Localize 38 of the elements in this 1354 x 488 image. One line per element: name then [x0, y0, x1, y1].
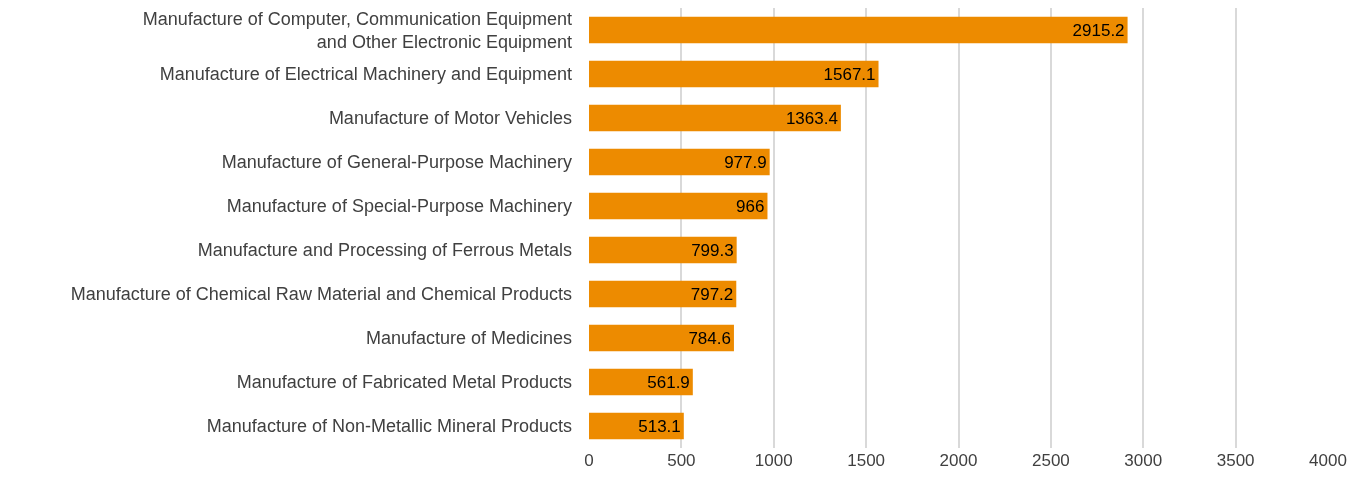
x-tick-label: 3000: [1124, 451, 1163, 470]
x-tick-label: 3500: [1216, 451, 1255, 470]
y-tick-label: Manufacture of Non-Metallic Mineral Products: [206, 416, 572, 437]
data-label: 513.1: [638, 416, 681, 436]
bar: [589, 148, 770, 176]
y-tick-label: Manufacture of Motor Vehicles: [328, 108, 572, 129]
y-tick-label: Manufacture and Processing of Ferrous Metals: [197, 240, 572, 261]
x-tick-label: 500: [667, 451, 696, 470]
data-label: 799.3: [691, 240, 734, 260]
data-label: 1363.4: [785, 108, 838, 128]
x-tick-label: 4000: [1309, 451, 1347, 470]
x-tick-label: 1000: [754, 451, 793, 470]
data-label: 2915.2: [1072, 20, 1125, 40]
y-tick-label: Manufacture of Chemical Raw Material and Chemical Products: [70, 284, 572, 305]
bar: [589, 16, 1128, 44]
data-label: 966: [736, 196, 765, 216]
y-tick-label: Manufacture of Electrical Machinery and Equipment: [159, 64, 572, 85]
data-label: 977.9: [724, 152, 767, 172]
y-tick-label: Manufacture of Special-Purpose Machinery: [226, 196, 572, 217]
data-label: 1567.1: [823, 64, 876, 84]
bar: [589, 412, 684, 440]
y-tick-label: Manufacture of Fabricated Metal Products: [236, 372, 572, 393]
y-tick-label: Manufacture of Medicines: [365, 328, 572, 349]
x-tick-label: 0: [584, 451, 594, 470]
bar: [589, 280, 737, 308]
x-tick-label: 2000: [939, 451, 978, 470]
bar: [589, 324, 734, 352]
data-label: 784.6: [688, 328, 731, 348]
x-tick-label: 2500: [1031, 451, 1070, 470]
x-tick-label: 1500: [847, 451, 886, 470]
y-tick-label: Manufacture of Computer, Communication Equipment and Other Electronic Equipment: [142, 8, 572, 52]
bar: [589, 104, 841, 132]
bar: [589, 60, 879, 88]
data-label: 561.9: [647, 372, 690, 392]
bar: [589, 192, 768, 220]
y-tick-label: Manufacture of General-Purpose Machinery: [221, 152, 572, 173]
bar: [589, 236, 737, 264]
data-label: 797.2: [690, 284, 734, 304]
